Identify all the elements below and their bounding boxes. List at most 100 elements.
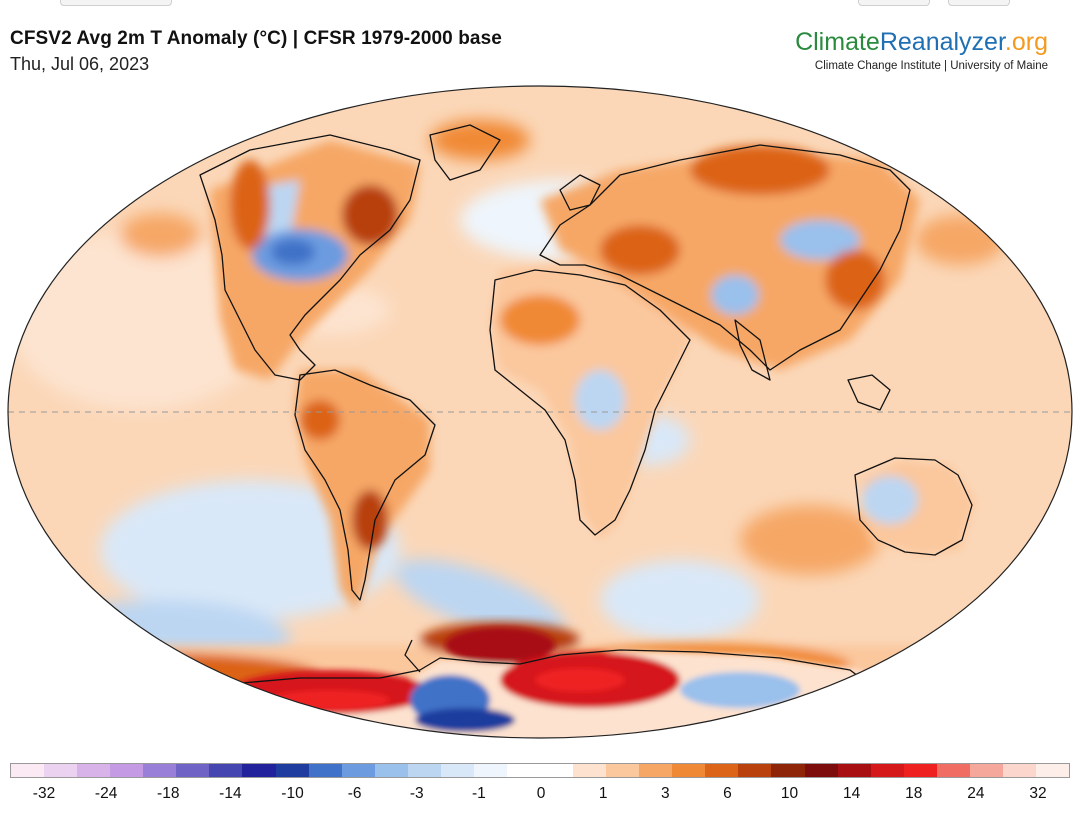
map-svg [7, 85, 1073, 739]
brand[interactable]: ClimateReanalyzer.org Climate Change Ins… [795, 28, 1048, 72]
colorbar-tick-label: -10 [281, 785, 304, 802]
colorbar-swatch [11, 764, 45, 777]
south-pacific-cool-band [100, 480, 400, 620]
colorbar-ticks: -32 -24 -18 -14 -10 -6 -3 -1 0 1 3 6 10 14 18 24 32 [0, 785, 1080, 809]
colorbar-swatch [771, 764, 805, 777]
colorbar-swatch [242, 764, 276, 777]
colorbar-swatch [44, 764, 78, 777]
anomaly-map [0, 80, 1080, 745]
colorbar-swatch [573, 764, 607, 777]
colorbar-swatch [540, 764, 574, 777]
colorbar-swatch [804, 764, 838, 777]
colorbar-tick-label: -24 [94, 785, 118, 802]
siberia-warm-patch [690, 145, 830, 195]
colorbar-swatch [209, 764, 243, 777]
colorbar-swatch [936, 764, 970, 777]
greenland-east-warm [430, 120, 530, 160]
colorbar-swatch [440, 764, 474, 777]
sahara-warm-patch [500, 295, 580, 345]
south-atlantic-cool-streak [394, 559, 566, 641]
east-china-warm-patch [825, 250, 885, 310]
colorbar-tick-label: 10 [780, 785, 799, 802]
india-coast [734, 319, 771, 381]
colorbar-swatch [1002, 764, 1036, 777]
north-america-coast [199, 134, 421, 381]
ross-sea-warm-center [270, 690, 390, 710]
colorbar-swatch [705, 764, 739, 777]
map-date: Thu, Jul 06, 2023 [10, 54, 150, 74]
colorbar-tick-label: 24 [967, 785, 985, 802]
australia-coast [854, 457, 973, 556]
top-tab-stub-right-1[interactable] [858, 0, 930, 6]
colorbar-tick-label: -14 [219, 785, 242, 802]
colorbar-swatch [506, 764, 540, 777]
light-pacific-patch [10, 230, 270, 410]
colorbar [10, 763, 1070, 778]
central-us-cold-core [271, 239, 315, 265]
antarctica-coast [179, 649, 891, 701]
colorbar-tick-label: -18 [157, 785, 180, 802]
top-tab-stub-right-2[interactable] [948, 0, 1010, 6]
colorbar-tick-label: -6 [347, 785, 362, 802]
colorbar-swatch [143, 764, 177, 777]
eastern-europe-warm-patch [600, 225, 680, 275]
colorbar-swatch [639, 764, 673, 777]
coastlines [179, 124, 973, 701]
colorbar-swatch [275, 764, 309, 777]
colorbar-tick-label: 14 [843, 785, 861, 802]
south-indian-warm-patch [740, 505, 880, 575]
indonesia-coast [847, 374, 891, 411]
brand-tagline: Climate Change Institute | University of… [814, 60, 1048, 72]
south-america-coast [294, 369, 436, 601]
colorbar-tick-label: 3 [660, 785, 670, 802]
colorbar-tick-label: 0 [536, 785, 546, 802]
colorbar-swatch [308, 764, 342, 777]
east-antarctic-cool-patch [680, 672, 800, 708]
west-canada-warm-patch [230, 160, 270, 250]
eurasia-land [540, 150, 920, 370]
central-africa-cool-patch [575, 370, 625, 430]
colorbar-swatch [837, 764, 871, 777]
antarctic-peninsula-coast [404, 639, 421, 673]
land-anomalies [210, 140, 975, 610]
west-australia-cool-patch [862, 476, 918, 524]
colorbar-tick-label: 6 [723, 785, 732, 802]
colorbar-tick-label: -3 [409, 785, 424, 802]
colorbar-tick-label: -32 [32, 785, 56, 802]
colorbar-swatch [341, 764, 375, 777]
brand-logo[interactable]: ClimateReanalyzer.org [795, 28, 1048, 56]
colorbar-swatch [606, 764, 640, 777]
map-title: CFSV2 Avg 2m T Anomaly (°C) | CFSR 1979-… [10, 28, 502, 49]
quebec-warm-patch [342, 185, 398, 245]
colorbar-tick-label: -1 [471, 785, 486, 802]
south-indian-cool-patch [600, 560, 760, 640]
colorbar-tick-label: 32 [1029, 785, 1047, 802]
colorbar-swatch [77, 764, 111, 777]
globe-outline [7, 85, 1073, 739]
amazon-warm-patch [300, 400, 340, 440]
colorbar-swatch [473, 764, 507, 777]
himalaya-cool-patch [711, 275, 759, 315]
colorbar-tick-label: 18 [905, 785, 923, 802]
top-tab-stub-left[interactable] [60, 0, 172, 6]
colorbar-swatch [176, 764, 210, 777]
greenland-coast [429, 124, 501, 181]
colorbar-swatch [738, 764, 772, 777]
colorbar-swatch [903, 764, 937, 777]
colorbar-tick-label: 1 [598, 785, 608, 802]
colorbar-swatch [969, 764, 1003, 777]
colorbar-swatch [374, 764, 408, 777]
peninsula-cold-core [415, 708, 515, 732]
weddell-warm-core [445, 627, 555, 663]
colorbar-swatch [672, 764, 706, 777]
colorbar-swatch [1035, 764, 1069, 777]
mongolia-cool-patch [780, 220, 860, 260]
eurasia-coast [539, 144, 911, 371]
east-antarctic-warm-center [535, 668, 625, 692]
argentina-warm-patch [352, 490, 388, 550]
africa-coast [489, 269, 691, 536]
npac-warm-patch [120, 213, 200, 257]
colorbar-swatch [870, 764, 904, 777]
scandinavia-coast [559, 174, 601, 211]
